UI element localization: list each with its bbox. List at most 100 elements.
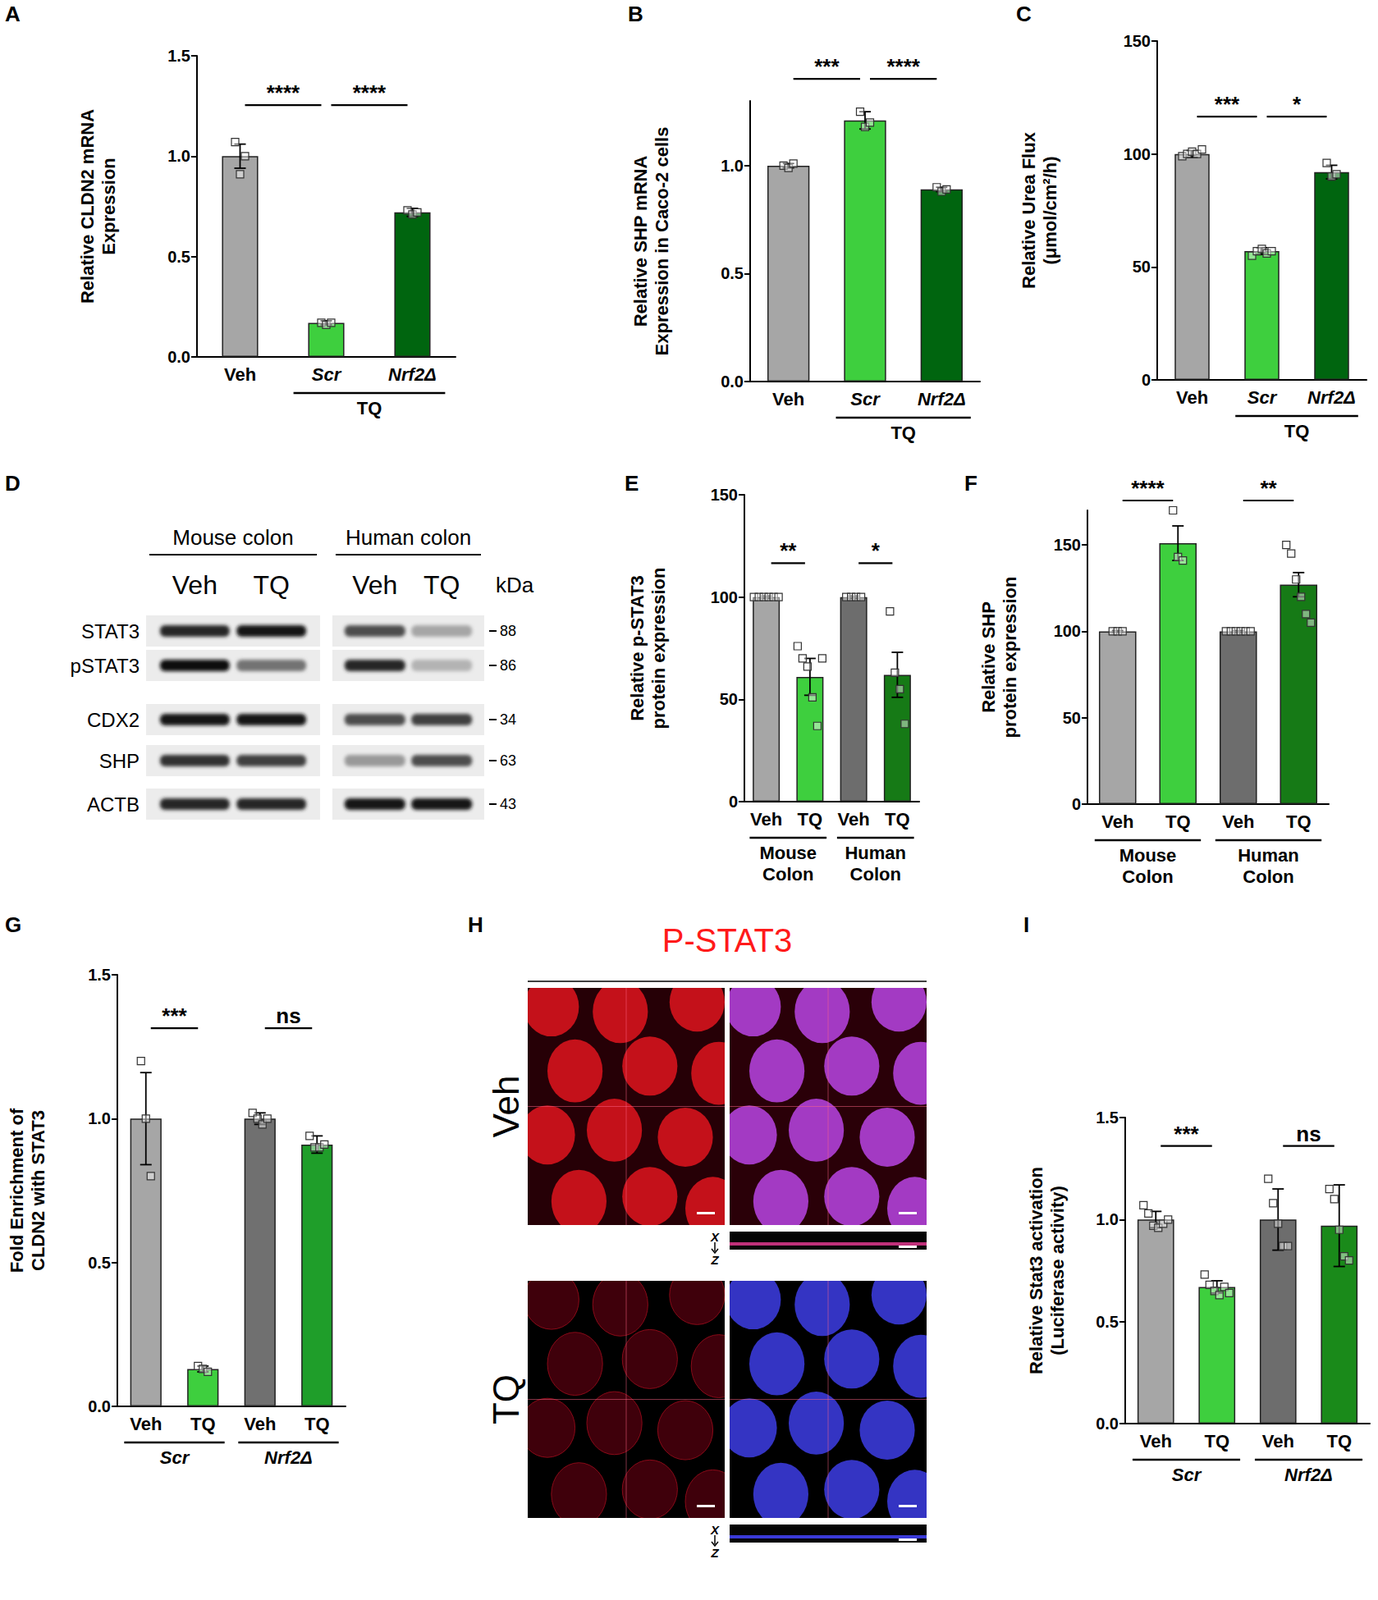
svg-text:Colon: Colon (1121, 866, 1173, 888)
svg-text:Colon: Colon (850, 864, 902, 885)
svg-text:TQ: TQ (190, 1414, 216, 1435)
svg-text:TQ: TQ (304, 1414, 330, 1435)
svg-text:****: **** (1130, 476, 1165, 501)
svg-text:SHP: SHP (99, 750, 140, 773)
svg-text:Human: Human (1237, 845, 1300, 866)
svg-text:Veh: Veh (485, 1075, 527, 1139)
svg-text:100: 100 (710, 588, 738, 607)
svg-text:Mouse: Mouse (759, 842, 817, 864)
svg-text:0.5: 0.5 (87, 1254, 111, 1273)
svg-text:TQ: TQ (884, 809, 911, 830)
svg-text:0.5: 0.5 (1095, 1313, 1119, 1332)
svg-text:**: ** (779, 538, 797, 564)
svg-text:Relative Stat3 activation: Relative Stat3 activation (1025, 1167, 1047, 1375)
svg-text:Nrf2Δ: Nrf2Δ (1307, 387, 1356, 408)
svg-text:TQ: TQ (423, 570, 460, 600)
svg-text:TQ: TQ (1326, 1431, 1352, 1452)
svg-text:Veh: Veh (750, 809, 783, 830)
svg-text:protein expression: protein expression (648, 567, 669, 730)
svg-text:0.5: 0.5 (167, 247, 191, 266)
svg-text:TQ: TQ (1204, 1431, 1230, 1452)
svg-text:F: F (964, 471, 978, 496)
svg-text:1.0: 1.0 (720, 156, 744, 175)
svg-text:0.0: 0.0 (167, 347, 191, 367)
svg-text:50: 50 (719, 690, 738, 709)
svg-text:TQ: TQ (797, 809, 824, 830)
svg-text:Mouse colon: Mouse colon (172, 525, 293, 550)
svg-text:***: *** (1173, 1121, 1200, 1147)
svg-text:TQ: TQ (485, 1374, 527, 1425)
svg-text:Scr: Scr (160, 1447, 191, 1469)
svg-text:Colon: Colon (1242, 866, 1294, 888)
svg-text:Veh: Veh (129, 1414, 162, 1435)
svg-text:63: 63 (499, 752, 517, 770)
svg-text:X: X (709, 1230, 720, 1245)
svg-text:TQ: TQ (252, 570, 289, 600)
svg-text:Mouse: Mouse (1119, 845, 1177, 866)
svg-text:STAT3: STAT3 (81, 620, 140, 643)
svg-text:protein expression: protein expression (999, 576, 1021, 739)
svg-text:88: 88 (499, 622, 517, 640)
svg-text:Relative p-STAT3: Relative p-STAT3 (627, 575, 648, 722)
svg-text:0.0: 0.0 (87, 1397, 111, 1416)
svg-text:Veh: Veh (172, 570, 218, 600)
svg-text:34: 34 (499, 711, 517, 728)
svg-text:ACTB: ACTB (86, 793, 140, 816)
svg-text:1.5: 1.5 (1095, 1108, 1119, 1127)
svg-text:0.0: 0.0 (720, 372, 744, 391)
svg-text:150: 150 (1053, 535, 1081, 554)
svg-text:1.0: 1.0 (87, 1109, 111, 1128)
svg-text:Veh: Veh (1176, 387, 1209, 408)
svg-text:Veh: Veh (1101, 811, 1134, 833)
svg-text:TQ: TQ (1286, 811, 1312, 833)
svg-text:CLDN2 with STAT3: CLDN2 with STAT3 (27, 1110, 49, 1272)
svg-text:0: 0 (1141, 370, 1151, 390)
svg-text:Z: Z (709, 1253, 719, 1268)
svg-text:86: 86 (499, 657, 517, 674)
svg-text:***: *** (814, 54, 840, 79)
svg-text:Relative CLDN2 mRNA: Relative CLDN2 mRNA (77, 109, 98, 304)
svg-text:Veh: Veh (1139, 1431, 1172, 1452)
svg-text:1.5: 1.5 (87, 965, 111, 985)
svg-text:100: 100 (1123, 145, 1151, 164)
svg-text:Relative Urea Flux: Relative Urea Flux (1018, 131, 1040, 289)
svg-text:TQ: TQ (890, 422, 916, 444)
svg-text:(Luciferase activity): (Luciferase activity) (1047, 1185, 1068, 1356)
svg-text:Nrf2Δ: Nrf2Δ (1284, 1464, 1333, 1486)
svg-text:Veh: Veh (243, 1414, 276, 1435)
svg-text:***: *** (161, 1003, 188, 1029)
svg-text:0: 0 (728, 792, 738, 811)
svg-text:Scr: Scr (311, 364, 343, 385)
svg-text:Nrf2Δ: Nrf2Δ (264, 1447, 313, 1469)
svg-text:Veh: Veh (224, 364, 257, 385)
svg-text:****: **** (266, 80, 301, 106)
svg-text:Veh: Veh (1222, 811, 1255, 833)
svg-text:pSTAT3: pSTAT3 (70, 654, 140, 678)
svg-text:Fold Enrichment of: Fold Enrichment of (6, 1107, 28, 1273)
svg-text:Relative SHP mRNA: Relative SHP mRNA (630, 155, 651, 328)
svg-text:ns: ns (275, 1003, 301, 1029)
svg-text:Scr: Scr (1247, 387, 1278, 408)
svg-text:0.5: 0.5 (720, 264, 744, 283)
svg-text:C: C (1016, 1, 1032, 27)
svg-text:Veh: Veh (837, 809, 870, 830)
svg-text:Veh: Veh (352, 570, 398, 600)
svg-text:(μmol/cm²/h): (μmol/cm²/h) (1039, 155, 1061, 265)
svg-text:A: A (4, 1, 21, 27)
svg-text:Scr: Scr (850, 389, 881, 410)
svg-text:B: B (627, 1, 644, 27)
svg-text:Expression: Expression (98, 157, 120, 256)
svg-text:Human colon: Human colon (345, 525, 472, 550)
svg-text:50: 50 (1132, 257, 1151, 276)
svg-text:H: H (467, 912, 484, 938)
svg-text:CDX2: CDX2 (86, 709, 140, 732)
svg-text:100: 100 (1053, 622, 1081, 641)
svg-text:X: X (709, 1523, 720, 1538)
svg-text:Scr: Scr (1171, 1464, 1203, 1486)
svg-text:Veh: Veh (1262, 1431, 1295, 1452)
svg-text:43: 43 (499, 796, 517, 813)
svg-text:1.0: 1.0 (1095, 1210, 1119, 1229)
svg-text:Nrf2Δ: Nrf2Δ (388, 364, 437, 385)
svg-text:TQ: TQ (1165, 811, 1191, 833)
svg-text:kDa: kDa (495, 572, 535, 598)
